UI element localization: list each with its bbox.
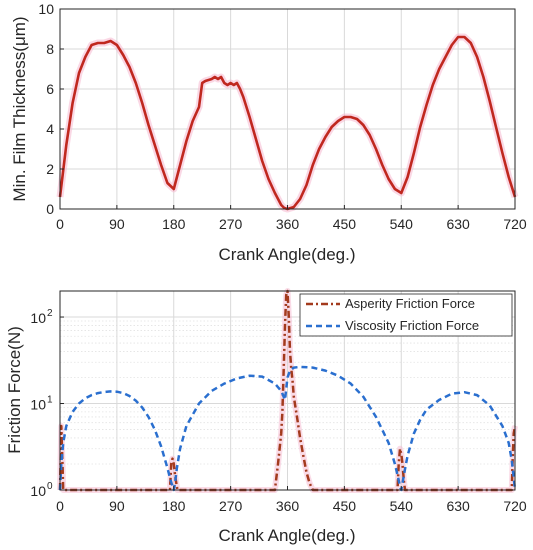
film-thickness-line: [58, 35, 517, 211]
y-tick-label: 10: [30, 483, 46, 499]
film-thickness-x-ticks: 0 90 180 270 360 450 540 630 720: [56, 205, 527, 232]
x-tick-label: 270: [219, 498, 243, 514]
film-thickness-chart: 0 90 180 270 360 450 540 630 720 0 2 4 6 8 10 Crank A…: [10, 1, 527, 264]
x-tick-label: 0: [56, 216, 64, 232]
y-tick-label: 10: [30, 397, 46, 413]
y-tick-exponent: 0: [47, 481, 53, 492]
friction-force-series: [57, 288, 518, 493]
viscosity-friction-line: [58, 365, 517, 492]
y-tick-exponent: 1: [47, 395, 53, 406]
legend-label-asperity: Asperity Friction Force: [345, 296, 475, 311]
y-tick-exponent: 2: [47, 308, 53, 319]
film-thickness-y-axis-label: Min. Film Thickness(μm): [10, 16, 29, 201]
x-tick-label: 720: [503, 498, 527, 514]
film-thickness-series: [56, 33, 519, 213]
x-tick-label: 540: [390, 498, 414, 514]
friction-force-x-ticks: 0 90 180 270 360 450 540 630 720: [56, 486, 527, 514]
y-tick-label: 6: [46, 81, 54, 97]
y-tick-label: 10: [38, 1, 54, 17]
asperity-friction-line: [58, 289, 517, 492]
x-tick-label: 0: [56, 498, 64, 514]
x-tick-label: 720: [503, 216, 527, 232]
x-tick-label: 450: [333, 498, 357, 514]
friction-force-y-axis-label: Friction Force(N): [5, 326, 24, 454]
legend-label-viscosity: Viscosity Friction Force: [345, 318, 479, 333]
x-tick-label: 180: [162, 498, 186, 514]
x-tick-label: 90: [109, 498, 125, 514]
x-tick-label: 180: [162, 216, 186, 232]
y-tick-label: 4: [46, 121, 54, 137]
y-tick-label: 10: [30, 310, 46, 326]
legend-box: [299, 293, 513, 337]
x-tick-label: 630: [446, 216, 470, 232]
film-thickness-x-axis-label: Crank Angle(deg.): [218, 245, 355, 264]
film-thickness-y-ticks: 0 2 4 6 8 10: [38, 1, 64, 217]
x-tick-label: 540: [390, 216, 414, 232]
x-tick-label: 270: [219, 216, 243, 232]
x-tick-label: 90: [109, 216, 125, 232]
x-tick-label: 360: [276, 216, 300, 232]
x-tick-label: 630: [446, 498, 470, 514]
friction-force-x-axis-label: Crank Angle(deg.): [218, 526, 355, 545]
y-tick-label: 8: [46, 41, 54, 57]
x-tick-label: 360: [276, 498, 300, 514]
friction-force-legend: Asperity Friction Force Viscosity Fricti…: [299, 293, 513, 337]
x-tick-label: 450: [333, 216, 357, 232]
y-tick-label: 2: [46, 161, 54, 177]
y-tick-label: 0: [46, 201, 54, 217]
